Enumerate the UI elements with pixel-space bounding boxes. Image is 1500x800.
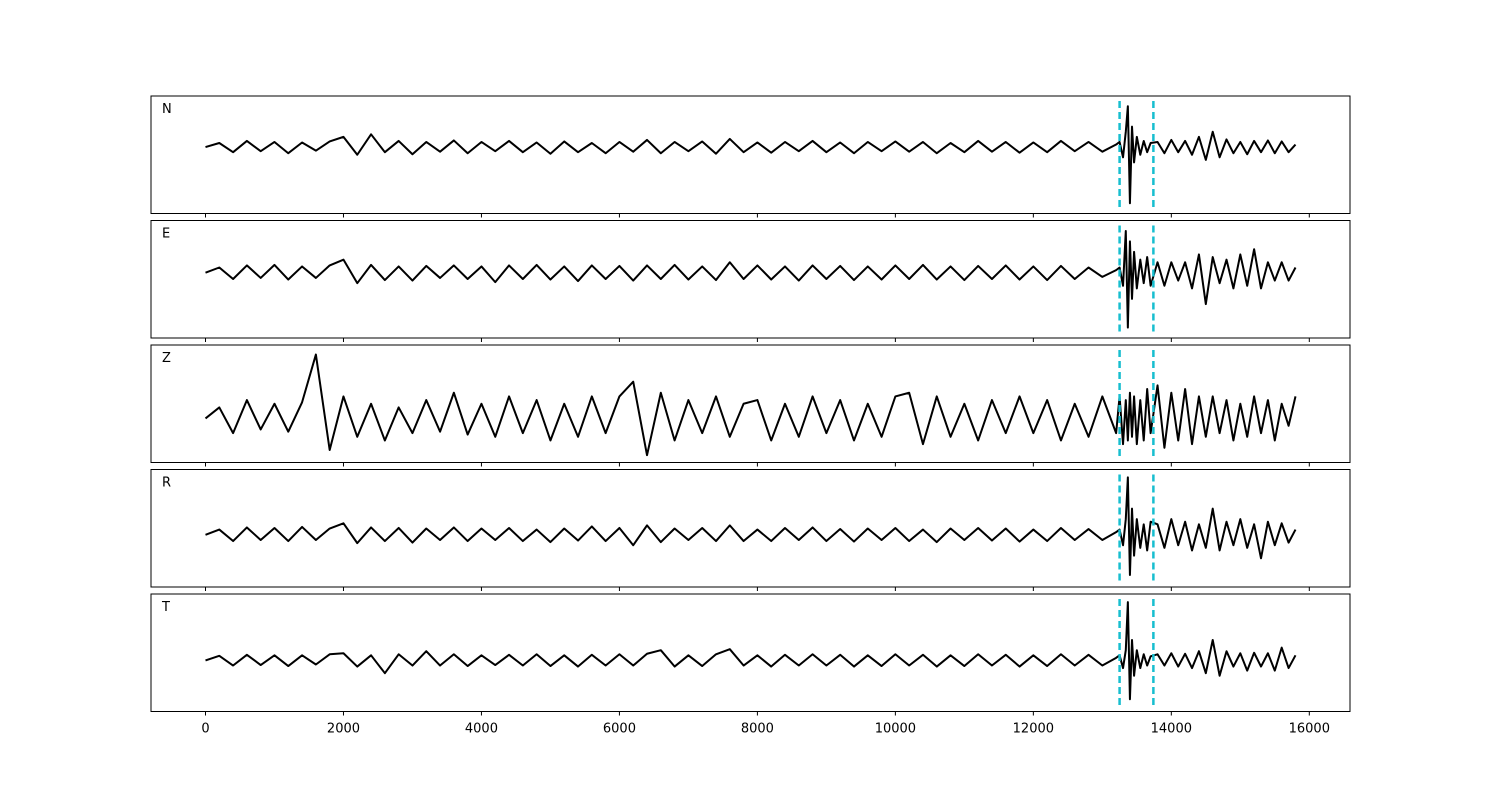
panel-label: T	[161, 600, 170, 615]
waveform	[204, 353, 1297, 457]
x-tick-label: 8000	[741, 722, 774, 737]
panel-label: Z	[162, 351, 171, 366]
panel-frame	[150, 344, 1351, 463]
panel-label: R	[162, 476, 171, 491]
x-tick-label: 2000	[327, 722, 360, 737]
waveform	[205, 476, 1297, 576]
x-tick-label: 0	[201, 722, 209, 737]
panel-label: E	[162, 227, 170, 242]
waveform	[205, 105, 1297, 205]
x-tick-label: 6000	[603, 722, 636, 737]
waveform	[205, 229, 1297, 329]
panel-frame	[150, 95, 1351, 214]
x-tick-label: 14000	[1151, 722, 1192, 737]
panel-label: N	[162, 102, 172, 117]
panel-frame	[150, 220, 1351, 339]
waveform	[205, 601, 1297, 701]
x-tick-label: 4000	[465, 722, 498, 737]
panel-frame	[150, 593, 1351, 712]
x-tick-label: 16000	[1289, 722, 1330, 737]
x-tick-label: 12000	[1013, 722, 1054, 737]
x-tick-label: 10000	[875, 722, 916, 737]
